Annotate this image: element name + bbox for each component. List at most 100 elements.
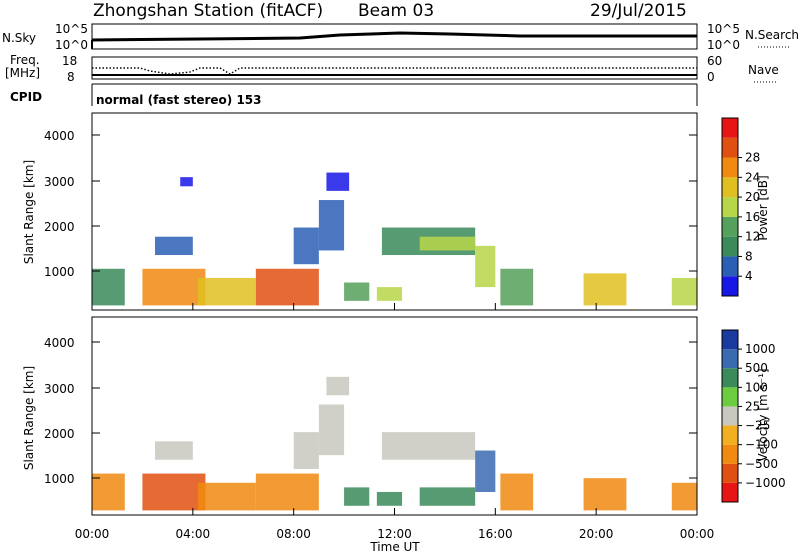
velocity-colorbar-swatch-6: [722, 368, 738, 388]
freq-tick-top: 18: [62, 54, 77, 68]
velocity-ytick-2000: 2000: [44, 427, 75, 441]
power-colorbar-tick-4: 20: [745, 190, 760, 204]
velocity-heatmap: [92, 376, 697, 511]
velocity-colorbar-tick-5: −100: [745, 438, 778, 452]
velocity-colorbar-tick-2: 100: [745, 380, 768, 394]
velocity-region-2: [155, 441, 193, 460]
velocity-ytick-1000: 1000: [44, 472, 75, 486]
cpid-label: CPID: [10, 90, 42, 104]
velocity-region-9: [376, 491, 403, 506]
power-colorbar-swatch-6: [722, 157, 738, 178]
power-colorbar-swatch-5: [722, 177, 738, 198]
freq-tick-bottom: 8: [67, 70, 75, 84]
freq-strip: Freq. [MHz] 18 8 60 0 Nave: [5, 53, 779, 84]
velocity-colorbar: 1000 500 100 25 −25 −100 −500 −1000 Velocity [m…: [721, 329, 786, 503]
power-colorbar-swatch-1: [722, 256, 738, 277]
power-region-9: [344, 282, 370, 301]
velocity-colorbar-swatch-2: [722, 444, 738, 464]
power-colorbar-swatch-4: [722, 197, 738, 217]
power-region-13: [475, 245, 496, 288]
velocity-region-13: [500, 473, 534, 511]
nsearch-tick-bottom: 10^0: [707, 38, 740, 52]
power-region-6: [293, 227, 319, 265]
velocity-colorbar-swatch-8: [722, 330, 738, 350]
power-ytick-3000: 3000: [44, 175, 75, 189]
power-ylabel: Slant Range [km]: [22, 160, 36, 264]
velocity-y-ticks: [92, 341, 697, 479]
time-tick-6: 00:00: [680, 527, 715, 541]
power-y-ticks: [92, 134, 697, 272]
power-region-2: [155, 236, 193, 256]
power-colorbar-swatch-3: [722, 216, 738, 237]
date-label: 29/Jul/2015: [590, 1, 687, 21]
power-region-5: [255, 268, 319, 306]
velocity-colorbar-tick-7: −1000: [745, 476, 786, 490]
power-colorbar-label: Power [dB]: [756, 175, 770, 240]
velocity-colorbar-label: Velocity [m s⁻¹]: [756, 368, 770, 461]
power-region-3: [180, 177, 193, 187]
velocity-region-0: [92, 473, 125, 511]
nave-trace: [92, 67, 697, 75]
power-region-0: [92, 268, 125, 306]
power-region-10: [376, 287, 403, 301]
power-region-12: [419, 236, 476, 251]
velocity-colorbar-swatch-3: [722, 425, 738, 445]
velocity-region-8: [344, 487, 370, 506]
power-ytick-1000: 1000: [44, 265, 75, 279]
velocity-colorbar-swatch-7: [722, 349, 738, 369]
power-region-8: [326, 172, 350, 191]
nave-tick-top: 60: [707, 54, 722, 68]
velocity-region-6: [318, 404, 345, 456]
velocity-region-15: [671, 482, 697, 511]
velocity-region-4: [255, 473, 319, 511]
velocity-region-7: [326, 376, 350, 396]
velocity-colorbar-swatch-4: [722, 406, 738, 426]
power-panel: 1000 2000 3000 4000 Slant Range [km]: [22, 112, 698, 311]
beam-label: Beam 03: [358, 1, 434, 21]
nsky-tick-bottom: 10^0: [55, 38, 88, 52]
nsky-trace: [91, 31, 697, 42]
velocity-ytick-3000: 3000: [44, 382, 75, 396]
velocity-ylabel: Slant Range [km]: [22, 366, 36, 470]
power-region-7: [318, 200, 345, 251]
velocity-colorbar-tick-1: 500: [745, 361, 768, 375]
velocity-colorbar-swatch-1: [722, 463, 738, 483]
power-ytick-4000: 4000: [44, 129, 75, 143]
power-colorbar-tick-3: 16: [745, 210, 760, 224]
power-region-1: [142, 268, 206, 306]
power-heatmap: [92, 172, 697, 306]
velocity-colorbar-swatch-5: [722, 387, 738, 407]
power-colorbar-tick-6: 28: [745, 151, 760, 165]
power-colorbar-swatch-0: [722, 276, 738, 296]
power-colorbar-swatch-2: [722, 236, 738, 257]
freq-label-2: [MHz]: [5, 66, 40, 80]
velocity-region-11: [419, 487, 476, 506]
velocity-region-5: [293, 432, 319, 469]
nsearch-tick-top: 10^5: [707, 22, 740, 36]
cpid-strip: CPID normal (fast stereo) 153: [10, 83, 698, 107]
power-region-15: [583, 273, 627, 306]
velocity-region-12: [475, 450, 496, 492]
time-tick-1: 04:00: [176, 527, 211, 541]
station-title: Zhongshan Station (fitACF): [93, 1, 323, 21]
velocity-region-1: [142, 473, 206, 511]
nsky-label: N.Sky: [2, 31, 36, 45]
power-colorbar-tick-0: 4: [745, 269, 753, 283]
freq-label-1: Freq.: [10, 53, 40, 67]
nave-label: Nave: [748, 63, 779, 77]
velocity-region-10: [381, 432, 476, 460]
time-tick-0: 00:00: [75, 527, 110, 541]
nsearch-label: N.Search: [745, 28, 799, 42]
velocity-region-14: [583, 478, 627, 511]
power-region-14: [500, 268, 534, 306]
power-colorbar-tick-2: 12: [745, 230, 760, 244]
power-colorbar-swatch-8: [722, 118, 738, 138]
time-axis-label: Time UT: [369, 540, 420, 554]
power-colorbar-tick-1: 8: [745, 249, 753, 263]
time-tick-3: 12:00: [377, 527, 412, 541]
cpid-text: normal (fast stereo) 153: [96, 93, 262, 107]
time-tick-5: 20:00: [579, 527, 614, 541]
time-tick-4: 16:00: [478, 527, 513, 541]
velocity-colorbar-tick-4: −25: [745, 419, 770, 433]
